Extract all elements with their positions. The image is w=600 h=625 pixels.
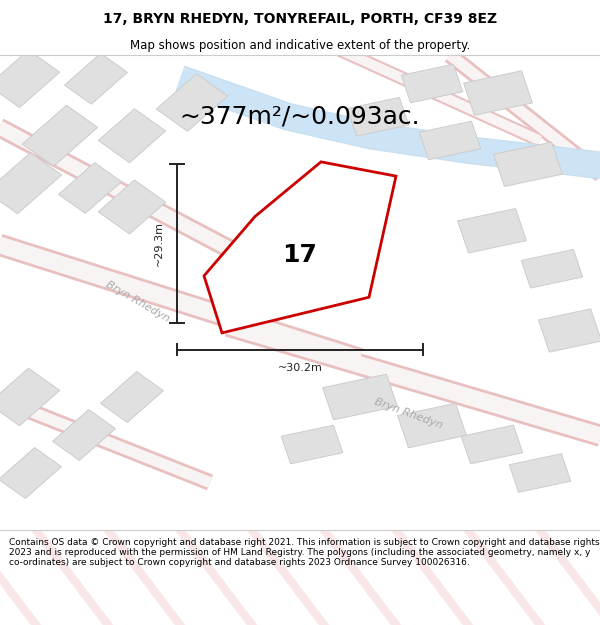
Polygon shape — [0, 368, 59, 426]
Polygon shape — [401, 64, 463, 102]
Polygon shape — [494, 142, 562, 186]
Text: 17: 17 — [283, 242, 317, 266]
Polygon shape — [53, 409, 115, 461]
Polygon shape — [509, 454, 571, 493]
Polygon shape — [204, 162, 396, 333]
Polygon shape — [521, 249, 583, 288]
Polygon shape — [98, 180, 166, 234]
Text: Map shows position and indicative extent of the property.: Map shows position and indicative extent… — [130, 39, 470, 51]
Polygon shape — [98, 109, 166, 162]
Polygon shape — [281, 425, 343, 464]
Polygon shape — [419, 121, 481, 160]
Polygon shape — [65, 53, 127, 104]
Polygon shape — [398, 403, 466, 448]
Text: 17, BRYN RHEDYN, TONYREFAIL, PORTH, CF39 8EZ: 17, BRYN RHEDYN, TONYREFAIL, PORTH, CF39… — [103, 12, 497, 26]
Polygon shape — [59, 162, 121, 213]
Polygon shape — [223, 226, 293, 283]
Polygon shape — [22, 105, 98, 166]
Polygon shape — [464, 71, 532, 115]
Text: Bryn Rhedyn: Bryn Rhedyn — [373, 397, 443, 431]
Polygon shape — [101, 372, 163, 423]
Text: Bryn Rhedyn: Bryn Rhedyn — [104, 280, 172, 324]
Text: ~377m²/~0.093ac.: ~377m²/~0.093ac. — [179, 105, 421, 129]
Polygon shape — [0, 448, 61, 498]
Polygon shape — [299, 264, 361, 302]
Text: ~29.3m: ~29.3m — [154, 221, 164, 266]
Polygon shape — [458, 209, 526, 253]
Polygon shape — [538, 309, 600, 352]
Polygon shape — [0, 152, 62, 214]
Polygon shape — [0, 50, 59, 108]
Polygon shape — [347, 98, 409, 136]
Text: Contains OS data © Crown copyright and database right 2021. This information is : Contains OS data © Crown copyright and d… — [9, 538, 599, 568]
Polygon shape — [157, 74, 227, 131]
Text: ~30.2m: ~30.2m — [278, 362, 322, 372]
Polygon shape — [461, 425, 523, 464]
Polygon shape — [323, 374, 397, 420]
